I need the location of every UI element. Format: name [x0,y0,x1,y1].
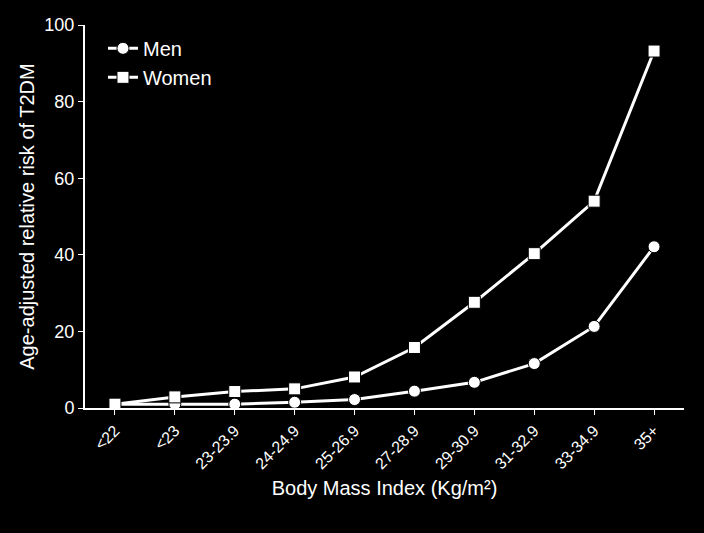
svg-text:Men: Men [143,38,182,60]
svg-text:33-34.9: 33-34.9 [552,422,602,472]
svg-text:<22: <22 [92,422,123,453]
svg-text:23-23.9: 23-23.9 [192,422,242,472]
svg-text:60: 60 [54,169,74,189]
svg-text:<23: <23 [151,422,182,453]
svg-text:29-30.9: 29-30.9 [432,422,482,472]
svg-text:Body Mass Index (Kg/m²): Body Mass Index (Kg/m²) [272,477,498,499]
svg-text:25-26.9: 25-26.9 [312,422,362,472]
svg-text:40: 40 [54,245,74,265]
svg-text:31-32.9: 31-32.9 [492,422,542,472]
svg-text:Age-adjusted relative risk of: Age-adjusted relative risk of T2DM [16,63,38,369]
svg-text:35+: 35+ [631,422,662,453]
svg-text:80: 80 [54,92,74,112]
svg-text:27-28.9: 27-28.9 [372,422,422,472]
svg-text:Women: Women [143,67,212,89]
svg-text:24-24.9: 24-24.9 [252,422,302,472]
svg-text:0: 0 [64,398,74,418]
svg-text:100: 100 [44,15,74,35]
svg-text:20: 20 [54,322,74,342]
